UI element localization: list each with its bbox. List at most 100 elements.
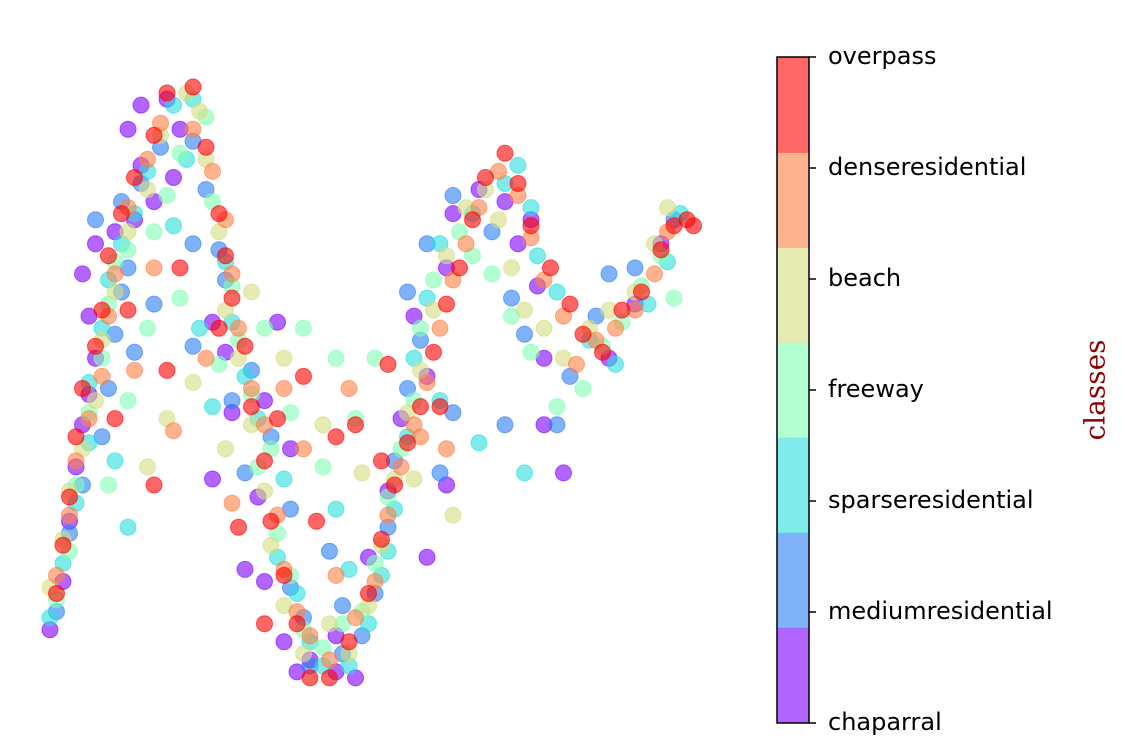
scatter-point-mediumresidential xyxy=(321,542,338,560)
scatter-point-chaparral xyxy=(119,120,137,138)
scatter-point-freeway xyxy=(256,319,273,337)
colorbar-segment-mediumresidential xyxy=(777,532,809,629)
scatter-point-chaparral xyxy=(275,633,293,651)
colorbar-segment-denseresidential xyxy=(777,152,809,248)
scatter-point-overpass xyxy=(373,530,390,548)
colorbar-tick-label-mediumresidential: mediumresidential xyxy=(828,597,1053,625)
scatter-point-freeway xyxy=(100,476,117,494)
scatter-point-freeway xyxy=(295,319,312,337)
scatter-point-overpass xyxy=(158,361,176,379)
scatter-point-sparseresidential xyxy=(288,585,306,602)
scatter-point-overpass xyxy=(171,259,189,277)
scatter-point-overpass xyxy=(54,536,72,554)
scatter-point-beach xyxy=(659,199,676,217)
scatter-point-chaparral xyxy=(132,96,150,114)
scatter-point-overpass xyxy=(119,301,137,319)
scatter-point-overpass xyxy=(61,488,78,506)
scatter-point-chaparral xyxy=(74,265,91,283)
scatter-point-denseresidential xyxy=(418,374,436,391)
scatter-point-sparseresidential xyxy=(509,156,527,174)
scatter-point-overpass xyxy=(262,512,280,530)
scatter-point-chaparral xyxy=(418,548,436,566)
scatter-point-beach xyxy=(139,181,156,198)
scatter-point-freeway xyxy=(366,554,384,572)
scatter-point-overpass xyxy=(230,518,247,536)
scatter-point-overpass xyxy=(327,428,345,446)
scatter-point-denseresidential xyxy=(568,355,585,373)
scatter-point-overpass xyxy=(48,585,65,602)
scatter-point-freeway xyxy=(119,241,137,259)
scatter-point-beach xyxy=(243,283,260,301)
colorbar: chaparral mediumresidential sparseresident… xyxy=(776,42,1053,736)
scatter-point-denseresidential xyxy=(340,380,358,397)
scatter-point-denseresidential xyxy=(223,265,241,283)
scatter-point-denseresidential xyxy=(126,361,143,379)
scatter-point-overpass xyxy=(308,512,325,530)
colorbar-segment-chaparral xyxy=(777,627,809,724)
scatter-point-sparseresidential xyxy=(106,452,124,470)
colorbar-segment-sparseresidential xyxy=(777,437,809,534)
scatter-point-overpass xyxy=(347,416,364,434)
scatter-point-mediumresidential xyxy=(184,235,202,253)
scatter-point-overpass xyxy=(243,398,260,416)
scatter-point-overpass xyxy=(561,295,579,313)
colorbar-tick-label-chaparral: chaparral xyxy=(828,708,942,736)
scatter-point-beach xyxy=(503,259,520,277)
scatter-point-overpass xyxy=(100,247,117,265)
scatter-point-denseresidential xyxy=(106,265,124,283)
scatter-point-overpass xyxy=(256,452,273,470)
scatter-point-denseresidential xyxy=(67,452,85,470)
scatter-point-beach xyxy=(438,247,455,265)
scatter-point-freeway xyxy=(574,380,592,397)
scatter-point-mediumresidential xyxy=(431,464,449,482)
scatter-point-denseresidential xyxy=(243,380,260,397)
scatter-point-denseresidential xyxy=(230,319,247,337)
scatter-point-mediumresidential xyxy=(496,416,514,434)
colorbar-tick-label-overpass: overpass xyxy=(828,42,936,70)
scatter-point-beach xyxy=(353,464,371,482)
scatter-point-freeway xyxy=(522,343,540,361)
scatter-point-overpass xyxy=(379,355,397,373)
scatter-point-overpass xyxy=(197,138,215,156)
scatter-point-denseresidential xyxy=(61,506,78,524)
scatter-point-overpass xyxy=(412,398,429,416)
scatter-point-freeway xyxy=(119,392,137,410)
scatter-point-freeway xyxy=(412,319,429,337)
scatter-point-freeway xyxy=(548,398,566,416)
scatter-point-overpass xyxy=(158,84,176,102)
scatter-point-sparseresidential xyxy=(327,500,345,518)
colorbar-segment-freeway xyxy=(777,342,809,439)
scatter-point-overpass xyxy=(509,175,527,192)
scatter-point-overpass xyxy=(210,319,228,337)
scatter-point-denseresidential xyxy=(457,235,475,253)
colorbar-tick-label-beach: beach xyxy=(828,264,901,292)
scatter-point-denseresidential xyxy=(275,380,293,397)
scatter-point-mediumresidential xyxy=(444,187,462,204)
scatter-point-beach xyxy=(217,440,234,458)
scatter-point-mediumresidential xyxy=(600,265,618,283)
scatter-point-overpass xyxy=(217,247,234,265)
scatter-point-sparseresidential xyxy=(191,319,208,337)
scatter-point-overpass xyxy=(613,301,631,319)
scatter-point-mediumresidential xyxy=(548,416,566,434)
scatter-point-beach xyxy=(490,211,507,229)
scatter-point-overpass xyxy=(431,398,449,416)
scatter-point-denseresidential xyxy=(197,349,215,367)
scatter-point-denseresidential xyxy=(48,566,65,584)
scatter-point-overpass xyxy=(477,169,494,186)
scatter-point-freeway xyxy=(483,265,501,283)
scatter-point-mediumresidential xyxy=(399,283,416,301)
scatter-point-overpass xyxy=(574,325,592,343)
scatter-point-denseresidential xyxy=(327,566,345,584)
scatter-point-sparseresidential xyxy=(529,247,546,265)
scatter-point-overpass xyxy=(93,301,111,319)
scatter-points xyxy=(41,78,702,687)
scatter-point-freeway xyxy=(139,319,156,337)
scatter-point-overpass xyxy=(74,380,91,397)
scatter-point-freeway xyxy=(314,458,332,476)
scatter-point-mediumresidential xyxy=(87,211,104,229)
scatter-point-denseresidential xyxy=(438,440,455,458)
scatter-point-overpass xyxy=(425,343,442,361)
scatter-point-sparseresidential xyxy=(548,283,566,301)
